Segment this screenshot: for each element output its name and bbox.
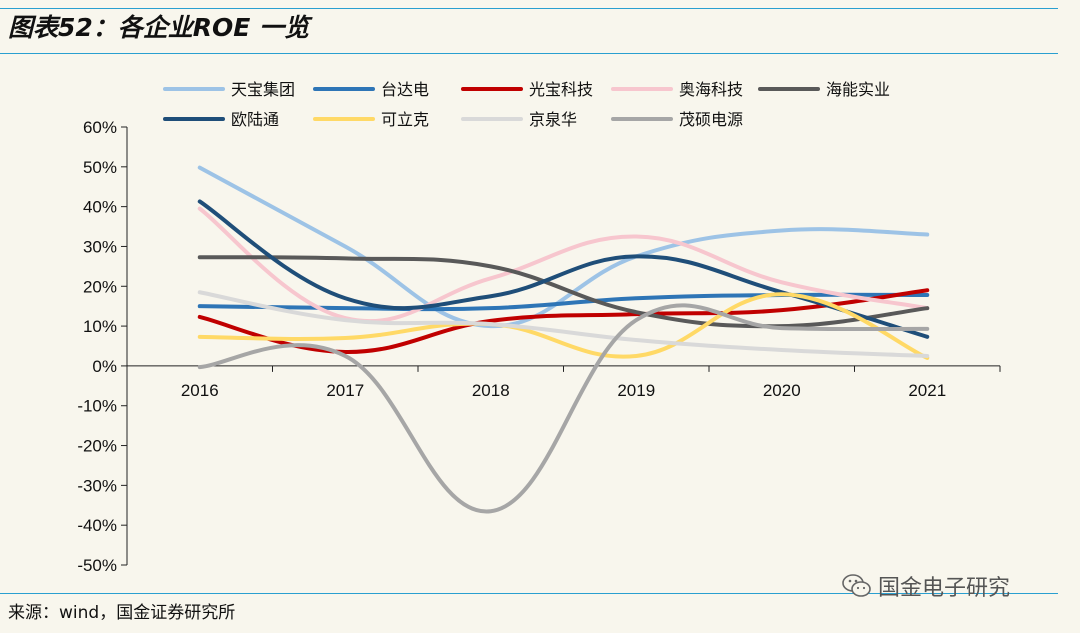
footer-rule (0, 593, 1058, 594)
series-line (197, 290, 930, 358)
y-tick-label: -30% (77, 476, 117, 495)
series-line (197, 292, 930, 360)
y-tick-label: 50% (83, 158, 117, 177)
series-line (197, 206, 930, 324)
watermark-text: 国金电子研究 (878, 576, 1011, 601)
source-note: 来源：wind，国金证券研究所 (8, 603, 236, 623)
series-5 (197, 255, 930, 329)
legend-label: 茂硕电源 (679, 110, 743, 129)
legend-label: 海能实业 (826, 80, 890, 99)
series-line (197, 255, 930, 329)
legend-item: 光宝科技 (461, 80, 593, 99)
legend-item: 欧陆通 (163, 110, 279, 129)
x-tick-label: 2016 (181, 381, 219, 400)
series-line (197, 303, 930, 514)
y-tick-label: 20% (83, 277, 117, 296)
series-line (197, 288, 930, 354)
x-tick-label: 2020 (763, 381, 801, 400)
x-axis: 2016 2017 2018 2019 2020 2021 (126, 365, 1001, 400)
legend-label: 可立克 (381, 110, 429, 129)
x-tick-label: 2019 (617, 381, 655, 400)
title-rule (0, 53, 1058, 54)
legend-label: 京泉华 (529, 110, 577, 129)
legend-item: 茂硕电源 (611, 110, 743, 129)
y-tick-label: -50% (77, 556, 117, 575)
legend-item: 台达电 (313, 80, 429, 99)
x-tick-label: 2017 (326, 381, 364, 400)
top-rule (0, 8, 1058, 9)
series-9 (197, 303, 930, 514)
x-tick-label: 2018 (472, 381, 510, 400)
y-tick-label: 10% (83, 317, 117, 336)
series-3 (197, 288, 930, 354)
figure-title: 图表52：各企业ROE 一览 (8, 13, 310, 42)
legend-item: 可立克 (313, 110, 429, 129)
legend-label: 欧陆通 (231, 110, 279, 129)
series-8 (197, 290, 930, 358)
legend-item: 奥海科技 (611, 80, 743, 99)
y-tick-label: -40% (77, 516, 117, 535)
legend-label: 天宝集团 (231, 80, 295, 99)
y-tick-label: 30% (83, 237, 117, 256)
legend-item: 海能实业 (758, 80, 890, 99)
y-tick-label: 40% (83, 198, 117, 217)
y-tick-label: -20% (77, 437, 117, 456)
y-tick-label: -10% (77, 397, 117, 416)
y-tick-label: 60% (83, 118, 117, 137)
x-tick-label: 2021 (908, 381, 946, 400)
y-tick-label: 0% (92, 357, 117, 376)
legend-item: 天宝集团 (163, 80, 295, 99)
series-lines (197, 165, 930, 514)
legend-label: 台达电 (381, 80, 429, 99)
watermark: 国金电子研究 (842, 570, 1010, 602)
legend-item: 京泉华 (461, 110, 577, 129)
legend-label: 光宝科技 (529, 80, 593, 99)
legend-label: 奥海科技 (679, 80, 743, 99)
y-axis: 60% 50% 40% 30% 20% 10% 0% -10% -20% -30% -40% -50% (77, 118, 128, 575)
wechat-icon (842, 574, 871, 597)
